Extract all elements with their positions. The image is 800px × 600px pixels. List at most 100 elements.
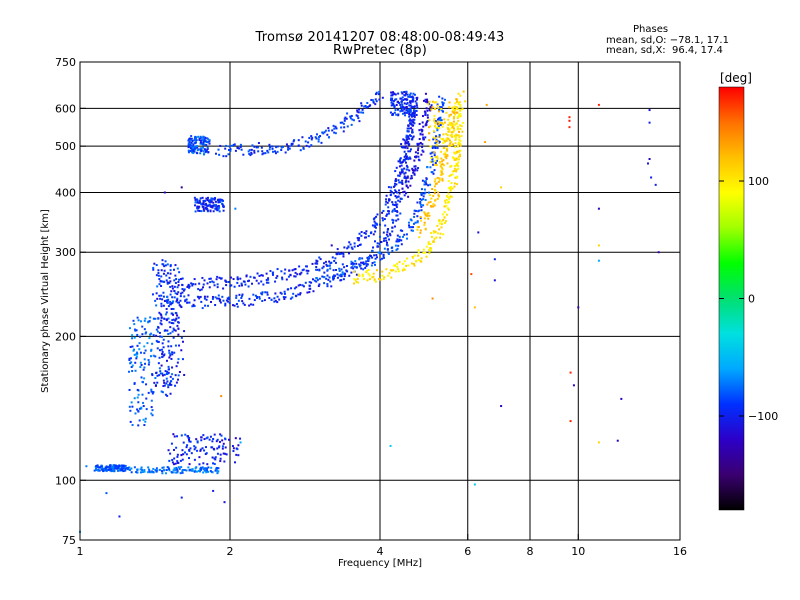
echo-point <box>100 467 103 470</box>
echo-point <box>254 294 257 297</box>
echo-point <box>404 158 407 161</box>
echo-point <box>245 274 248 277</box>
echo-point <box>406 175 409 178</box>
echo-point <box>399 181 402 184</box>
echo-point <box>424 112 427 115</box>
echo-point <box>174 264 177 267</box>
echo-point <box>200 142 203 145</box>
echo-point <box>445 132 448 135</box>
echo-point <box>374 226 377 229</box>
echo-point <box>405 233 408 236</box>
echo-point <box>214 152 217 155</box>
echo-point <box>387 198 390 201</box>
echo-point <box>446 154 449 157</box>
echo-point <box>388 232 391 235</box>
echo-point <box>448 106 451 109</box>
echo-point <box>183 295 186 298</box>
echo-point <box>391 218 394 221</box>
echo-point <box>356 109 359 112</box>
echo-point <box>405 156 408 159</box>
echo-point <box>405 90 408 93</box>
echo-point <box>422 150 425 153</box>
echo-point <box>239 437 242 440</box>
phase-stats-heading: Phases <box>633 24 669 35</box>
echo-point <box>257 142 260 145</box>
echo-point <box>217 294 220 297</box>
echo-point <box>315 133 318 136</box>
echo-point <box>451 170 454 173</box>
echo-point <box>411 167 414 170</box>
echo-point <box>193 299 196 302</box>
echo-point <box>442 133 445 136</box>
echo-point <box>404 140 407 143</box>
echo-point <box>179 295 182 298</box>
echo-point <box>178 271 181 274</box>
echo-point <box>182 289 185 292</box>
echo-point <box>234 207 237 210</box>
echo-point <box>222 155 225 158</box>
echo-point <box>409 111 412 114</box>
echo-point <box>140 468 143 471</box>
echo-point <box>382 239 385 242</box>
echo-point <box>391 246 394 249</box>
echo-point <box>405 92 408 95</box>
echo-point <box>405 177 408 180</box>
echo-point <box>395 113 398 116</box>
echo-point <box>193 470 196 473</box>
echo-point <box>167 340 170 343</box>
echo-point <box>194 135 197 138</box>
echo-point <box>171 461 174 464</box>
echo-point <box>408 95 411 98</box>
echo-point <box>304 281 307 284</box>
echo-point <box>204 199 207 202</box>
echo-point <box>485 103 488 106</box>
echo-point <box>412 97 415 100</box>
echo-point <box>224 446 227 449</box>
echo-point <box>216 452 219 455</box>
echo-point <box>176 324 179 327</box>
echo-point <box>433 154 436 157</box>
echo-point <box>411 256 414 259</box>
echo-point <box>205 471 208 474</box>
echo-point <box>436 197 439 200</box>
echo-point <box>335 268 338 271</box>
echo-point <box>176 471 179 474</box>
echo-point <box>446 147 449 150</box>
echo-point <box>392 219 395 222</box>
echo-point <box>455 137 458 140</box>
echo-point <box>310 281 313 284</box>
echo-point <box>158 374 161 377</box>
echo-point <box>417 210 420 213</box>
echo-point <box>597 207 600 210</box>
echo-point <box>356 245 359 248</box>
echo-point <box>156 285 159 288</box>
echo-point <box>318 269 321 272</box>
echo-point <box>150 388 153 391</box>
echo-point <box>166 394 169 397</box>
echo-point <box>436 103 439 106</box>
echo-point <box>159 322 162 325</box>
echo-point <box>450 124 453 127</box>
echo-point <box>222 442 225 445</box>
echo-point <box>365 260 368 263</box>
echo-point <box>188 457 191 460</box>
echo-point <box>358 120 361 123</box>
echo-point <box>311 136 314 139</box>
echo-point <box>444 139 447 142</box>
echo-point <box>368 257 371 260</box>
echo-point <box>443 221 446 224</box>
echo-point <box>374 230 377 233</box>
echo-point <box>115 466 118 469</box>
echo-point <box>420 192 423 195</box>
echo-point <box>276 295 279 298</box>
echo-point <box>390 101 393 104</box>
echo-point <box>160 364 163 367</box>
echo-point <box>322 265 325 268</box>
echo-point <box>350 262 353 265</box>
echo-point <box>228 438 231 441</box>
echo-point <box>328 264 331 267</box>
echo-point <box>199 295 202 298</box>
echo-point <box>416 169 419 172</box>
echo-point <box>249 275 252 278</box>
